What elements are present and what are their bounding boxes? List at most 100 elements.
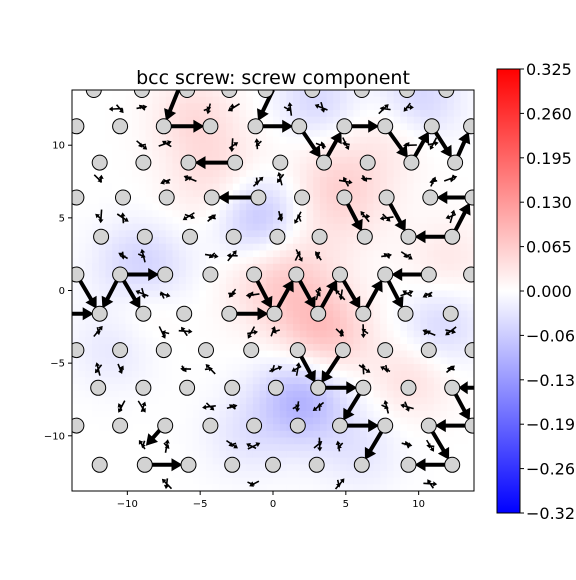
heatmap-cell [460, 470, 468, 479]
heatmap-cell [427, 230, 435, 238]
heatmap-cell [313, 424, 321, 432]
heatmap-cell [165, 263, 174, 272]
heatmap-cell [353, 103, 361, 111]
heatmap-cell [219, 357, 227, 365]
heatmap-cell [259, 203, 267, 211]
heatmap-cell [373, 270, 381, 278]
heatmap-cell [279, 303, 287, 312]
heatmap-cell [453, 210, 462, 218]
heatmap-cell [273, 370, 281, 378]
heatmap-cell [118, 377, 127, 385]
heatmap-cell [172, 210, 180, 218]
small-arrow [402, 290, 413, 297]
heatmap-cell [118, 430, 127, 439]
heatmap-cell [92, 430, 100, 439]
heatmap-cell [72, 450, 80, 459]
heatmap-cell [353, 250, 361, 258]
heatmap-cell [105, 477, 113, 485]
heatmap-cell [266, 110, 274, 118]
heatmap-cell [92, 404, 100, 412]
heatmap-cell [152, 143, 160, 151]
atom [304, 90, 321, 98]
heatmap-cell [78, 290, 86, 298]
heatmap-cell [105, 330, 113, 338]
heatmap-cell [152, 116, 160, 125]
heatmap-cell [380, 323, 388, 332]
heatmap-cell [433, 136, 442, 145]
heatmap-cell [165, 437, 174, 445]
heatmap-cell [192, 143, 200, 151]
heatmap-cell [333, 444, 341, 452]
atom [378, 189, 395, 206]
heatmap-cell [112, 404, 120, 412]
atom [136, 228, 153, 245]
heatmap-cell [393, 350, 401, 358]
heatmap-cell [326, 250, 334, 258]
heatmap-cell [72, 257, 80, 265]
heatmap-cell [145, 250, 153, 258]
heatmap-cell [346, 136, 354, 145]
colorbar-tick-label: −0.325 [526, 504, 576, 523]
heatmap-cell [400, 364, 408, 372]
heatmap-cell [145, 196, 153, 205]
heatmap-cell [259, 96, 267, 104]
heatmap-cell [346, 430, 354, 439]
small-arrow [247, 329, 258, 335]
heatmap-cell [112, 257, 120, 265]
heatmap-cell [400, 136, 408, 145]
heatmap-cell [246, 210, 254, 218]
heatmap-cell [279, 470, 287, 479]
heatmap-cell [172, 223, 180, 231]
heatmap-cell [433, 317, 442, 325]
heatmap-cell [98, 290, 107, 298]
heatmap-cell [232, 110, 241, 118]
heatmap-cell [293, 364, 301, 372]
heatmap-cell [433, 450, 442, 459]
heatmap-cell [98, 477, 107, 485]
heatmap-cell [380, 457, 388, 465]
heatmap-cell [420, 310, 428, 318]
heatmap-cell [132, 437, 140, 445]
heatmap-cell [373, 290, 381, 298]
heatmap-cell [105, 163, 113, 171]
atom [400, 379, 417, 396]
heatmap-cell [172, 364, 180, 372]
heatmap-cell [326, 330, 334, 338]
heatmap-cell [159, 110, 167, 118]
heatmap-cell [333, 377, 341, 385]
heatmap-cell [165, 243, 174, 251]
heatmap-cell [172, 397, 180, 405]
heatmap-cell [172, 110, 180, 118]
heatmap-cell [460, 150, 468, 158]
small-arrow [140, 401, 147, 413]
heatmap-cell [98, 370, 107, 378]
heatmap-cell [313, 297, 321, 305]
heatmap-cell [259, 183, 267, 191]
heatmap-cell [313, 176, 321, 185]
heatmap-cell [353, 484, 361, 491]
heatmap-cell [72, 377, 80, 385]
heatmap-cell [112, 377, 120, 385]
heatmap-cell [413, 370, 421, 378]
heatmap-cell [226, 257, 234, 265]
heatmap-cell [460, 303, 468, 312]
heatmap-cell [165, 216, 174, 225]
heatmap-cell [85, 277, 93, 285]
small-arrow [245, 292, 260, 298]
heatmap-cell [433, 277, 442, 285]
heatmap-cell [112, 484, 120, 491]
heatmap-cell [420, 110, 428, 118]
heatmap-cell [165, 230, 174, 238]
heatmap-cell [226, 96, 234, 104]
heatmap-cell [112, 136, 120, 145]
heatmap-cell [252, 404, 261, 412]
heatmap-cell [185, 170, 194, 178]
heatmap-cell [313, 343, 321, 352]
heatmap-cell [413, 484, 421, 491]
heatmap-cell [112, 250, 120, 258]
heatmap-cell [306, 477, 314, 485]
heatmap-cell [433, 357, 442, 365]
heatmap-cell [453, 323, 462, 332]
heatmap-cell [132, 183, 140, 191]
heatmap-cell [319, 123, 328, 131]
